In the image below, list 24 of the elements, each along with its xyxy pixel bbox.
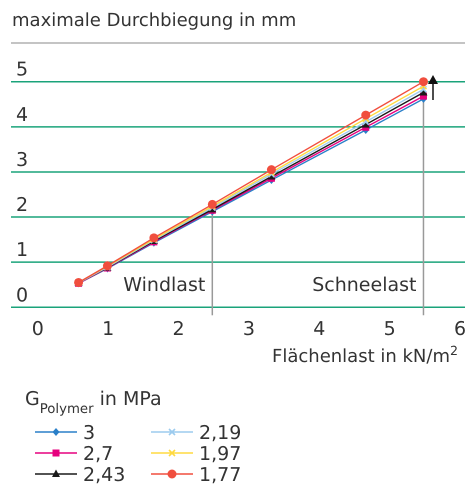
y-tick-label: 4 [16,104,28,126]
legend-title: G$_{Polymer}$ in MPa [25,388,162,416]
y-tick-label: 0 [16,284,28,306]
y-tick-label: 3 [16,148,28,171]
legend-label: 3 [83,422,96,444]
legend-label: 2,7 [83,443,114,465]
legend-label: 1,97 [199,443,242,465]
ref-line-label: Windlast [123,274,206,296]
legend-label: 1,77 [199,464,242,486]
x-tick-label: 5 [384,318,396,340]
x-tick-label: 1 [102,318,114,340]
legend-label: 2,19 [199,422,242,444]
x-tick-label: 4 [313,318,326,340]
x-axis-title: Flächenlast in kN/m$^{2}$ [272,342,458,367]
y-axis-title: maximale Durchbiegung in mm [12,10,296,31]
y-tick-label: 1 [16,239,28,262]
y-tick-label: 2 [16,194,28,216]
x-tick-label: 0 [32,318,44,340]
y-tick-label: 5 [16,58,28,81]
x-tick-label: 6 [454,318,465,340]
legend-label: 2,43 [83,464,126,486]
x-tick-label: 3 [242,318,255,340]
ref-line-label: Schneelast [312,274,416,296]
x-tick-label: 2 [172,318,185,340]
